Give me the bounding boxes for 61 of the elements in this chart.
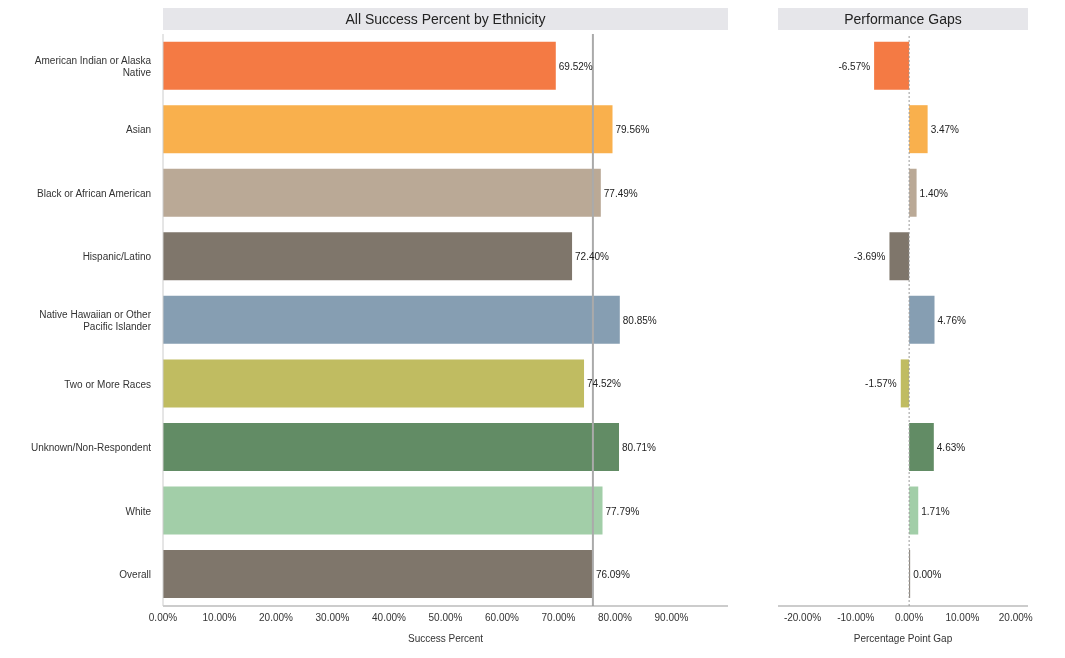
x-tick-label: 20.00% [259, 612, 294, 624]
data-label: 77.49% [603, 187, 638, 199]
x-tick-label: 70.00% [541, 612, 576, 624]
x-tick-label: 40.00% [372, 612, 407, 624]
x-axis-title: Success Percent [407, 633, 484, 644]
y-tick-label: Asian [125, 124, 151, 136]
bar [909, 486, 919, 535]
x-tick-label: 0.00% [148, 612, 178, 624]
bar [909, 295, 935, 344]
data-label: 80.71% [622, 441, 657, 453]
bar [909, 422, 934, 471]
x-tick-label: 30.00% [315, 612, 350, 624]
y-tick-label: Two or More Races [64, 378, 151, 390]
bar [163, 168, 601, 217]
x-tick-label: 80.00% [598, 612, 633, 624]
x-tick-label: 90.00% [654, 612, 689, 624]
x-tick-label: 60.00% [485, 612, 520, 624]
y-tick-label: Overall [119, 569, 151, 581]
x-axis-title: Percentage Point Gap [853, 633, 953, 644]
y-tick-label: Native Hawaiian or Other Pacific Islander [39, 309, 152, 332]
data-label: 1.71% [921, 505, 950, 517]
data-label: 0.00% [913, 569, 942, 581]
data-label: 1.40% [919, 187, 949, 199]
data-label: 72.40% [575, 251, 610, 263]
data-label: 74.52% [587, 378, 622, 390]
data-label: 80.85% [622, 314, 657, 326]
data-label: -1.57% [865, 378, 897, 390]
x-tick-label: 20.00% [998, 612, 1033, 624]
x-tick-label: 10.00% [945, 612, 980, 624]
data-label: -6.57% [838, 60, 871, 72]
bar [874, 41, 910, 90]
data-label: 4.63% [936, 441, 966, 453]
data-label: -3.69% [853, 251, 886, 263]
y-tick-label: Black or African American [37, 187, 151, 199]
bar [900, 359, 910, 408]
data-label: 77.79% [605, 505, 640, 517]
x-tick-label: 10.00% [202, 612, 237, 624]
bar [163, 105, 613, 154]
bar [163, 550, 593, 599]
x-tick-label: -10.00% [837, 612, 875, 624]
y-tick-label: Hispanic/Latino [82, 251, 152, 263]
data-label: 69.52% [558, 60, 593, 72]
data-label: 76.09% [595, 569, 630, 581]
bar [163, 486, 603, 535]
bar [909, 105, 928, 154]
bar [163, 422, 620, 471]
bar [163, 295, 620, 344]
data-label: 3.47% [930, 124, 960, 136]
y-tick-label: American Indian or Alaska Native [34, 54, 152, 78]
bar [163, 41, 556, 90]
x-tick-label: 0.00% [894, 612, 924, 624]
bar [163, 232, 573, 281]
data-label: 4.76% [937, 314, 966, 326]
x-tick-label: 50.00% [428, 612, 463, 624]
y-tick-label: White [125, 505, 152, 517]
bar [889, 232, 910, 281]
data-label: 79.56% [615, 124, 650, 136]
bar [909, 168, 917, 217]
y-tick-label: Unknown/Non-Respondent [30, 442, 152, 454]
x-tick-label: -20.00% [783, 612, 822, 624]
bar [163, 359, 585, 408]
